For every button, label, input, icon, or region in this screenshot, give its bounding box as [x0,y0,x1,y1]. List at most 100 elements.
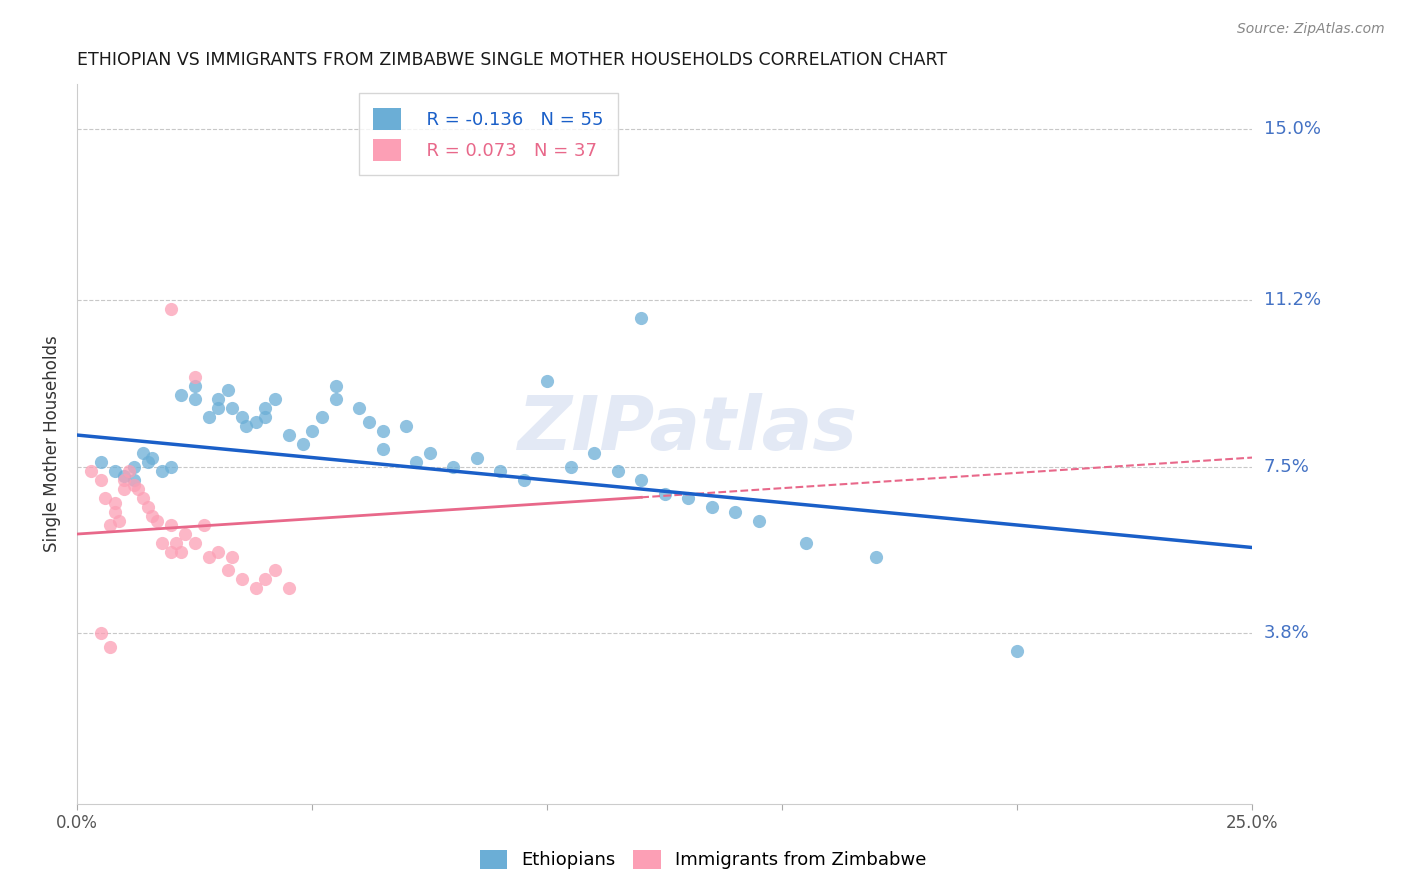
Point [104,464,127,478]
Point [724,504,747,518]
Point [104,504,127,518]
Point [98,640,121,654]
Point [146,514,169,528]
Point [132,446,155,460]
Point [207,401,229,415]
Text: ETHIOPIAN VS IMMIGRANTS FROM ZIMBABWE SINGLE MOTHER HOUSEHOLDS CORRELATION CHART: ETHIOPIAN VS IMMIGRANTS FROM ZIMBABWE SI… [77,51,948,69]
Point [132,491,155,505]
Text: 11.2%: 11.2% [1264,291,1320,310]
Point [405,455,427,469]
Point [512,473,534,487]
Point [160,518,183,533]
Point [235,419,257,434]
Point [122,477,145,491]
Point [245,581,267,595]
Legend: Ethiopians, Immigrants from Zimbabwe: Ethiopians, Immigrants from Zimbabwe [471,841,935,879]
Point [150,464,173,478]
Point [748,514,770,528]
Point [678,491,700,505]
Point [245,415,267,429]
Text: Source: ZipAtlas.com: Source: ZipAtlas.com [1237,22,1385,37]
Point [231,410,253,425]
Point [193,518,215,533]
Point [98,518,121,533]
Point [94,491,117,505]
Point [183,392,205,406]
Point [325,378,347,392]
Point [254,572,277,586]
Point [301,424,323,438]
Point [630,311,652,326]
Point [465,450,488,465]
Point [90,455,112,469]
Point [371,442,394,456]
Text: ZIPatlas: ZIPatlas [519,393,858,467]
Point [583,446,606,460]
Point [197,549,219,564]
Point [165,536,187,550]
Point [263,392,285,406]
Point [108,514,131,528]
Text: 15.0%: 15.0% [1264,120,1320,138]
Point [90,473,112,487]
Point [560,459,582,474]
Point [489,464,512,478]
Point [169,387,191,401]
Point [263,563,285,577]
Point [207,545,229,559]
Point [207,392,229,406]
Point [347,401,370,415]
Point [127,482,149,496]
Point [221,549,243,564]
Point [80,464,103,478]
Point [606,464,628,478]
Point [254,410,277,425]
Point [794,536,817,550]
Point [174,527,197,541]
Point [118,464,141,478]
Point [654,486,676,500]
Point [277,581,299,595]
Point [141,450,163,465]
Point [231,572,253,586]
Point [325,392,347,406]
Point [150,536,173,550]
Point [183,536,205,550]
Point [357,415,380,429]
Point [136,455,159,469]
Legend:   R = -0.136   N = 55,   R = 0.073   N = 37: R = -0.136 N = 55, R = 0.073 N = 37 [359,93,617,175]
Point [160,459,183,474]
Point [141,509,163,524]
Point [112,473,135,487]
Point [221,401,243,415]
Point [1007,644,1029,658]
Point [217,383,239,397]
Point [371,424,394,438]
Point [630,473,652,487]
Point [160,545,183,559]
Point [865,549,887,564]
Point [122,459,145,474]
Point [395,419,418,434]
Point [700,500,723,514]
Point [122,473,145,487]
Point [169,545,191,559]
Point [419,446,441,460]
Point [183,378,205,392]
Point [311,410,333,425]
Point [183,369,205,384]
Y-axis label: Single Mother Households: Single Mother Households [44,335,60,552]
Point [112,468,135,483]
Point [112,482,135,496]
Point [291,437,314,451]
Point [441,459,464,474]
Point [217,563,239,577]
Text: 7.5%: 7.5% [1264,458,1309,475]
Point [197,410,219,425]
Point [536,374,558,388]
Point [136,500,159,514]
Point [160,302,183,317]
Text: 3.8%: 3.8% [1264,624,1309,642]
Point [277,428,299,442]
Point [90,626,112,640]
